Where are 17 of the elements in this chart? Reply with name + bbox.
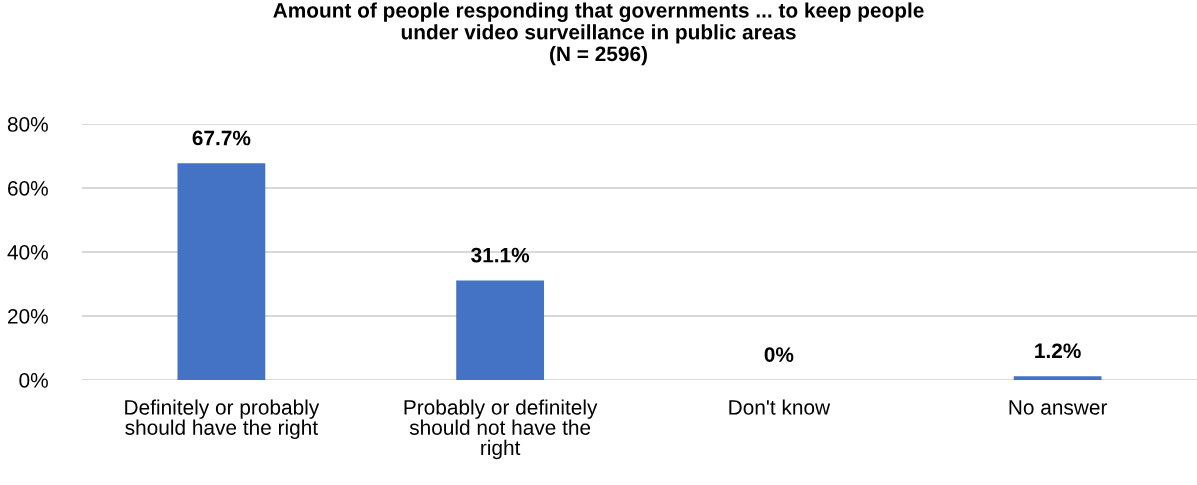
x-tick-label: No answer — [1009, 400, 1108, 415]
y-tick-label: 40% — [7, 245, 48, 260]
y-tick-label: 0% — [19, 373, 48, 388]
data-label: 67.7% — [192, 130, 251, 146]
x-tick-label: Don't know — [729, 399, 831, 415]
bar — [456, 280, 545, 380]
data-label: 31.1% — [471, 247, 530, 263]
data-label: 1.2% — [1035, 343, 1081, 359]
chart-title: Amount of people responding that governments ... to keep people under video surveillance in public areas (N = 2596) — [273, 2, 924, 66]
data-label: 0% — [764, 347, 794, 362]
bar — [1013, 376, 1102, 380]
y-tick-label: 20% — [8, 309, 48, 324]
y-tick-label: 80% — [7, 117, 48, 132]
bar — [177, 163, 266, 380]
x-tick-label: Probably or definitely should not have the right — [404, 399, 598, 460]
y-tick-label: 60% — [8, 181, 48, 196]
x-tick-label: Definitely or probably should have the right — [125, 399, 320, 440]
